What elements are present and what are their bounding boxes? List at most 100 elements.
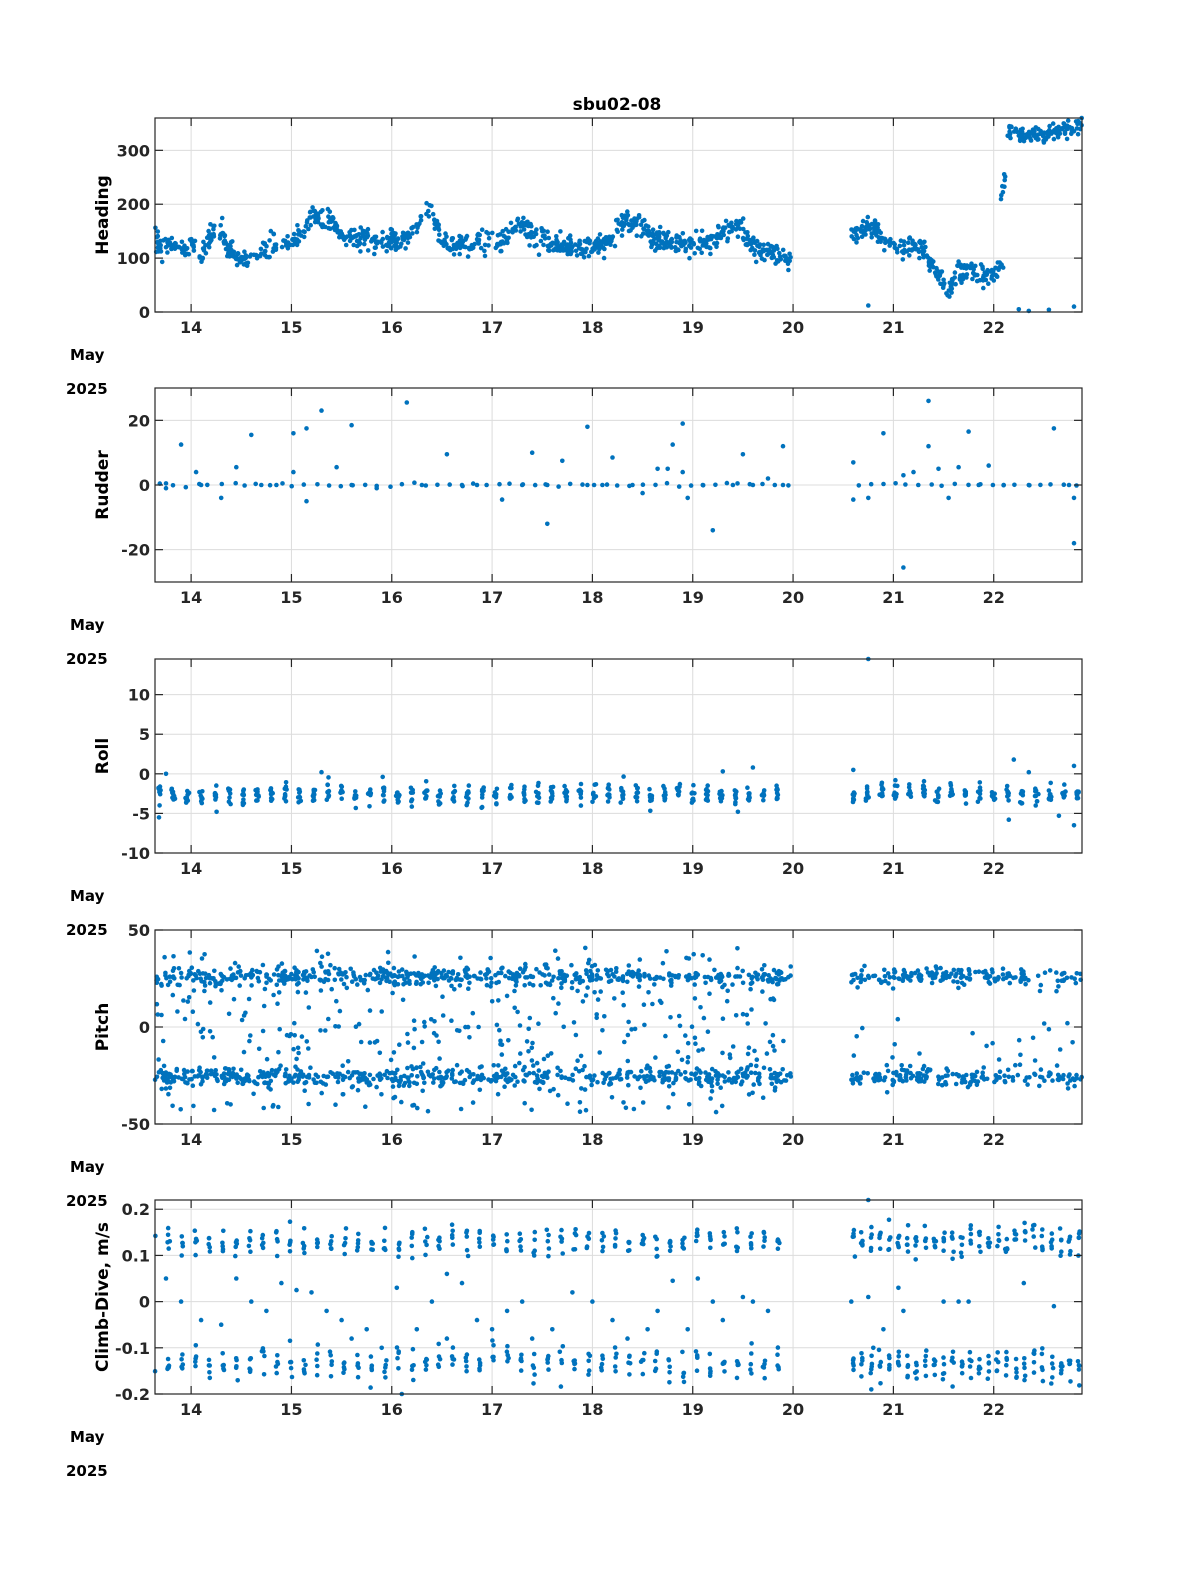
data-point [482,253,488,259]
y-axis-label: Heading [93,175,113,255]
data-point [253,252,259,258]
data-point [261,1105,267,1111]
data-point [907,782,912,787]
data-point [269,796,275,802]
data-point [432,965,438,970]
data-point [355,1361,361,1366]
data-point [278,973,284,978]
data-point [207,1244,212,1250]
data-point [702,974,708,980]
data-point [683,1033,688,1038]
data-point [1021,1361,1027,1366]
data-point [1050,1078,1055,1083]
data-point [435,1362,441,1367]
data-point [333,220,338,226]
data-point [968,1223,974,1228]
data-point [904,1242,910,1247]
data-point [722,982,727,988]
data-point [247,1038,252,1044]
data-point [734,1375,740,1381]
data-point [754,1057,760,1062]
data-point [947,280,953,286]
data-point [332,965,338,971]
data-point [1047,968,1053,973]
data-point [692,996,698,1001]
data-point [537,1086,542,1092]
data-point [851,798,856,803]
data-point [649,242,655,247]
data-point [895,1240,900,1246]
data-point [169,242,175,248]
data-point [531,1250,536,1255]
data-point [775,1345,781,1350]
data-point [710,528,716,533]
x-tick-label: 16 [381,1130,403,1149]
data-point [220,1246,226,1252]
data-point [1014,1370,1019,1375]
data-point [391,1050,397,1055]
data-point [922,1358,928,1363]
data-point [1014,1375,1019,1380]
data-point [263,248,268,254]
data-point [291,431,296,436]
data-point [955,979,960,985]
data-point [921,778,927,784]
data-point [1071,540,1077,546]
data-point [613,1355,618,1360]
data-point [304,1039,310,1044]
data-point [221,239,227,245]
data-point [859,1351,864,1356]
data-point [599,1238,605,1243]
data-point [260,1074,265,1080]
data-point [684,955,689,961]
data-point [851,1227,857,1233]
data-point [600,1248,605,1254]
data-point [400,234,405,239]
data-point [187,968,192,974]
data-point [672,245,678,250]
data-point [788,1074,794,1079]
data-point [328,1070,333,1075]
data-point [959,1254,964,1260]
data-point [184,976,189,981]
data-point [465,254,471,259]
data-point [737,218,743,224]
data-point [882,967,887,973]
data-point [180,1244,186,1249]
data-point [316,216,321,222]
data-point [1014,1366,1019,1371]
data-point [612,243,618,249]
data-point [976,1366,982,1372]
data-point [256,1074,261,1080]
data-point [1041,1021,1047,1026]
data-point [434,1033,439,1038]
data-point [740,968,745,974]
data-point [563,787,569,793]
data-point [199,956,205,961]
data-point [550,793,555,799]
data-point [203,971,208,976]
data-point [583,1107,589,1113]
data-point [484,982,490,988]
data-point [741,226,746,232]
data-point [374,1084,379,1090]
data-point [171,954,176,959]
data-point [740,1071,746,1077]
data-point [163,771,169,777]
data-point [594,977,599,982]
data-point [348,966,354,972]
data-point [978,1249,983,1255]
data-point [748,1062,754,1068]
data-point [276,1049,281,1055]
data-point [589,964,595,969]
data-point [586,253,592,259]
data-point [479,805,484,811]
data-point [556,484,561,489]
data-point [525,219,530,225]
data-point [569,962,574,968]
data-point [655,1308,660,1314]
data-point [301,1226,307,1231]
data-point [786,483,791,488]
data-point [249,1299,254,1304]
data-point [551,974,556,980]
